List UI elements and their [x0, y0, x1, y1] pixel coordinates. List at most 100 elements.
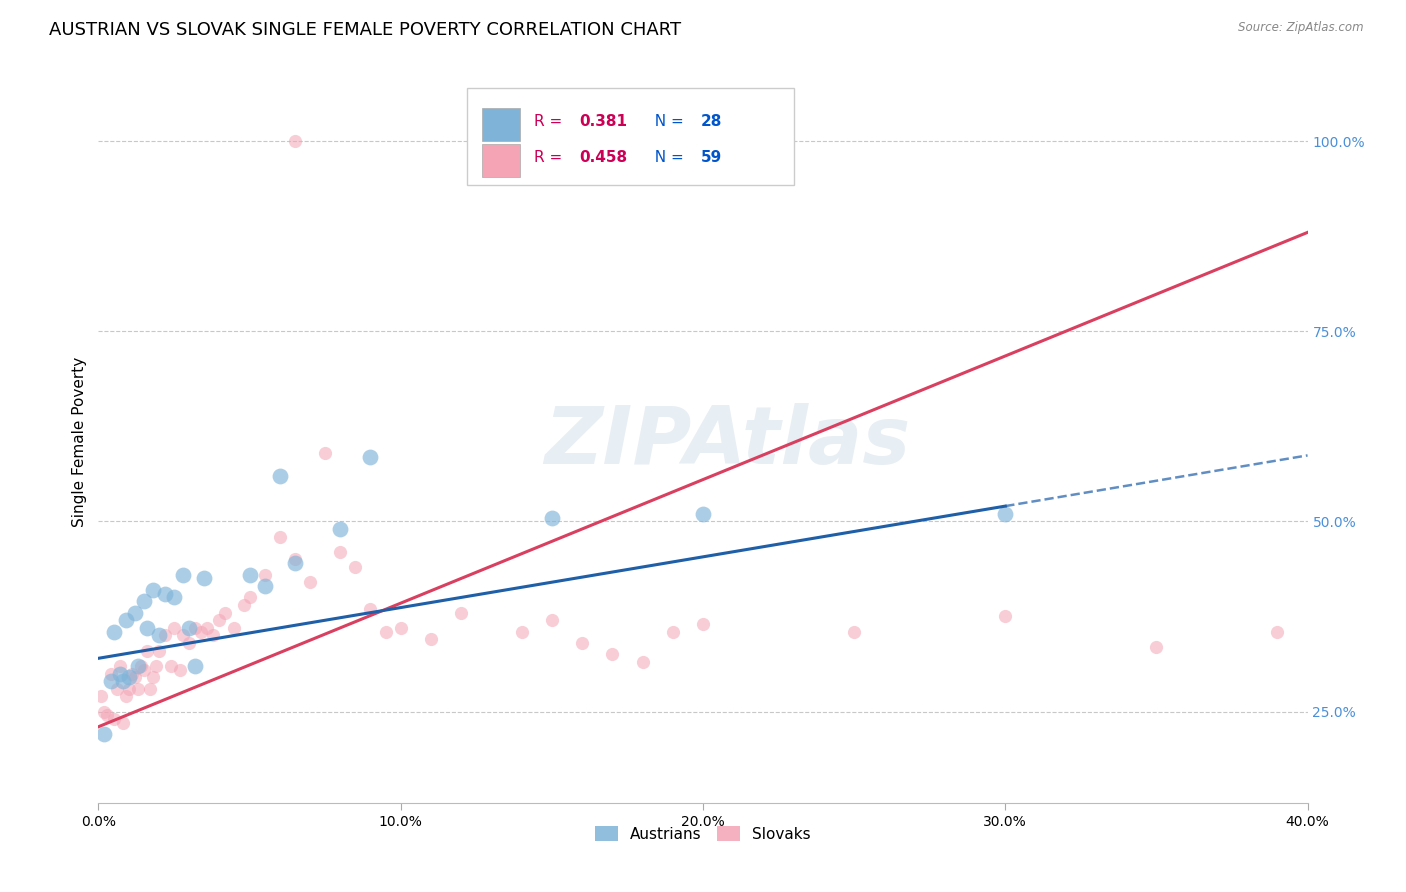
Point [284, 556, 307, 570]
Point [269, 530, 291, 544]
Point [108, 666, 131, 681]
Point [214, 606, 236, 620]
Point [172, 628, 194, 642]
Point [329, 545, 352, 559]
Text: Source: ZipAtlas.com: Source: ZipAtlas.com [1239, 21, 1364, 35]
Point [661, 624, 683, 639]
Point [193, 571, 215, 585]
Point [124, 670, 146, 684]
Point [994, 609, 1017, 624]
Point [139, 681, 162, 696]
Point [232, 598, 254, 612]
Text: 59: 59 [700, 150, 721, 165]
Point [118, 670, 141, 684]
Point [239, 567, 262, 582]
Point [118, 681, 141, 696]
Point [692, 617, 714, 632]
FancyBboxPatch shape [482, 145, 520, 177]
Point [160, 659, 183, 673]
Point [389, 621, 412, 635]
Point [172, 567, 194, 582]
Text: 0.458: 0.458 [579, 150, 628, 165]
Point [602, 648, 624, 662]
Point [100, 674, 122, 689]
Point [153, 587, 176, 601]
Point [114, 690, 136, 704]
Text: N =: N = [645, 150, 689, 165]
Point [163, 591, 186, 605]
Point [111, 674, 134, 689]
Point [121, 666, 143, 681]
Point [179, 621, 201, 635]
Point [145, 659, 167, 673]
Point [142, 670, 165, 684]
Point [93, 727, 115, 741]
Point [1267, 624, 1289, 639]
Point [190, 624, 212, 639]
Text: 0.381: 0.381 [579, 114, 627, 129]
Point [374, 624, 396, 639]
Text: R =: R = [534, 114, 567, 129]
Point [360, 450, 382, 464]
Point [540, 510, 562, 524]
Point [253, 567, 276, 582]
Point [129, 659, 152, 673]
Point [93, 705, 115, 719]
Point [108, 659, 131, 673]
Point [169, 663, 191, 677]
Point [1144, 640, 1167, 654]
FancyBboxPatch shape [482, 108, 520, 141]
FancyBboxPatch shape [467, 87, 793, 185]
Point [135, 643, 157, 657]
Point [450, 606, 472, 620]
Point [127, 681, 149, 696]
Point [111, 715, 134, 730]
Point [184, 621, 207, 635]
Point [202, 628, 225, 642]
Point [344, 560, 367, 574]
Point [329, 522, 352, 536]
Point [510, 624, 533, 639]
Point [163, 621, 186, 635]
Point [148, 628, 170, 642]
Point [420, 632, 443, 647]
Point [692, 507, 714, 521]
Point [299, 575, 322, 590]
Point [571, 636, 593, 650]
Point [540, 613, 562, 627]
Point [269, 468, 291, 483]
Point [90, 690, 112, 704]
Point [631, 655, 654, 669]
Point [314, 446, 336, 460]
Point [135, 621, 157, 635]
Point [127, 659, 149, 673]
Point [184, 659, 207, 673]
Point [360, 602, 382, 616]
Point [224, 621, 246, 635]
Point [96, 708, 118, 723]
Text: ZIPAtlas: ZIPAtlas [544, 402, 910, 481]
Point [253, 579, 276, 593]
Text: 28: 28 [700, 114, 721, 129]
Text: R =: R = [534, 150, 567, 165]
Point [994, 507, 1017, 521]
Point [208, 613, 231, 627]
Text: N =: N = [645, 114, 689, 129]
Point [124, 606, 146, 620]
Point [148, 643, 170, 657]
Point [142, 582, 165, 597]
Point [239, 591, 262, 605]
Point [284, 552, 307, 566]
Point [179, 636, 201, 650]
Point [114, 613, 136, 627]
Point [195, 621, 218, 635]
Point [132, 594, 155, 608]
Point [153, 628, 176, 642]
Point [105, 681, 128, 696]
Point [100, 666, 122, 681]
Point [132, 663, 155, 677]
Point [103, 624, 125, 639]
Point [844, 624, 866, 639]
Legend: Austrians, Slovaks: Austrians, Slovaks [588, 818, 818, 849]
Y-axis label: Single Female Poverty: Single Female Poverty [72, 357, 87, 526]
